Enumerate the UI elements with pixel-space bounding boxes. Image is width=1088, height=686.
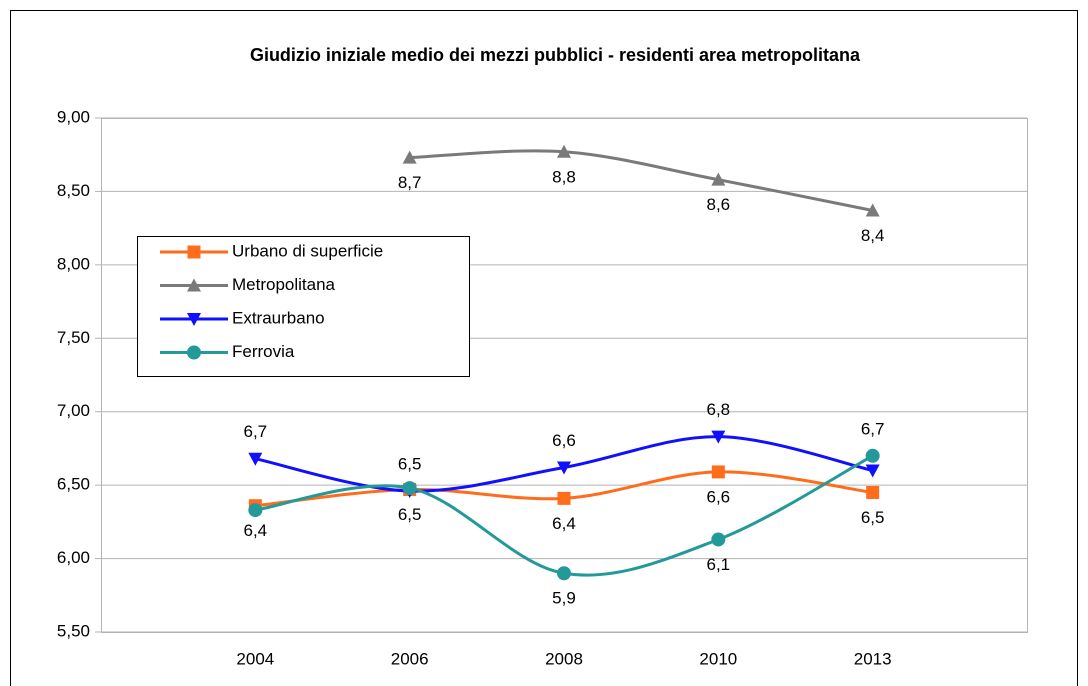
marker [187, 345, 201, 360]
series [402, 144, 880, 217]
data-label: 6,4 [244, 521, 268, 540]
x-tick-label: 2008 [545, 649, 583, 668]
y-tick-label: 5,50 [57, 621, 90, 640]
series [248, 448, 880, 581]
marker [187, 313, 201, 326]
legend-label: Ferrovia [232, 342, 295, 361]
legend-label: Metropolitana [232, 275, 336, 294]
y-tick-label: 9,00 [57, 107, 90, 126]
data-label: 6,8 [707, 400, 731, 419]
marker [865, 203, 880, 217]
x-tick-label: 2006 [391, 649, 429, 668]
chart-title: Giudizio iniziale medio dei mezzi pubbli… [250, 45, 861, 65]
data-label: 8,4 [861, 226, 885, 245]
y-tick-label: 8,00 [57, 254, 90, 273]
x-tick-label: 2004 [236, 649, 274, 668]
y-tick-label: 6,50 [57, 475, 90, 494]
marker [187, 245, 201, 259]
marker [711, 430, 726, 444]
x-tick-label: 2013 [854, 649, 892, 668]
marker [248, 452, 263, 466]
marker [187, 278, 201, 292]
marker [711, 532, 726, 547]
x-tick-label: 2010 [699, 649, 737, 668]
marker [711, 172, 726, 186]
marker [557, 461, 571, 475]
marker [866, 485, 880, 499]
y-tick-label: 6,00 [57, 548, 90, 567]
y-tick-label: 8,50 [57, 181, 90, 200]
marker [865, 448, 880, 463]
marker [557, 144, 571, 158]
data-label: 6,5 [861, 508, 885, 527]
data-label: 6,5 [398, 505, 422, 524]
marker [402, 150, 417, 164]
data-label: 6,6 [552, 431, 576, 450]
data-label: 8,6 [707, 195, 731, 214]
marker [402, 481, 417, 496]
data-label: 6,7 [861, 419, 885, 438]
y-tick-label: 7,50 [57, 328, 90, 347]
marker [248, 503, 263, 518]
data-label: 6,1 [707, 555, 731, 574]
marker [557, 491, 571, 505]
data-label: 6,4 [552, 514, 576, 533]
marker [711, 465, 725, 479]
legend: Urbano di superficie Metropolitana Extraur… [137, 236, 470, 377]
data-label: 8,8 [552, 167, 576, 186]
data-label: 6,6 [707, 487, 731, 506]
data-label: 6,7 [244, 422, 268, 441]
series-line [409, 149, 873, 212]
y-tick-label: 7,00 [57, 401, 90, 420]
legend-label: Extraurbano [232, 308, 325, 327]
data-label: 5,9 [552, 589, 576, 608]
data-label: 6,5 [398, 455, 422, 474]
legend-label: Urbano di superficie [232, 241, 383, 260]
marker [557, 566, 571, 581]
data-label: 8,7 [398, 173, 422, 192]
marker [865, 464, 880, 478]
